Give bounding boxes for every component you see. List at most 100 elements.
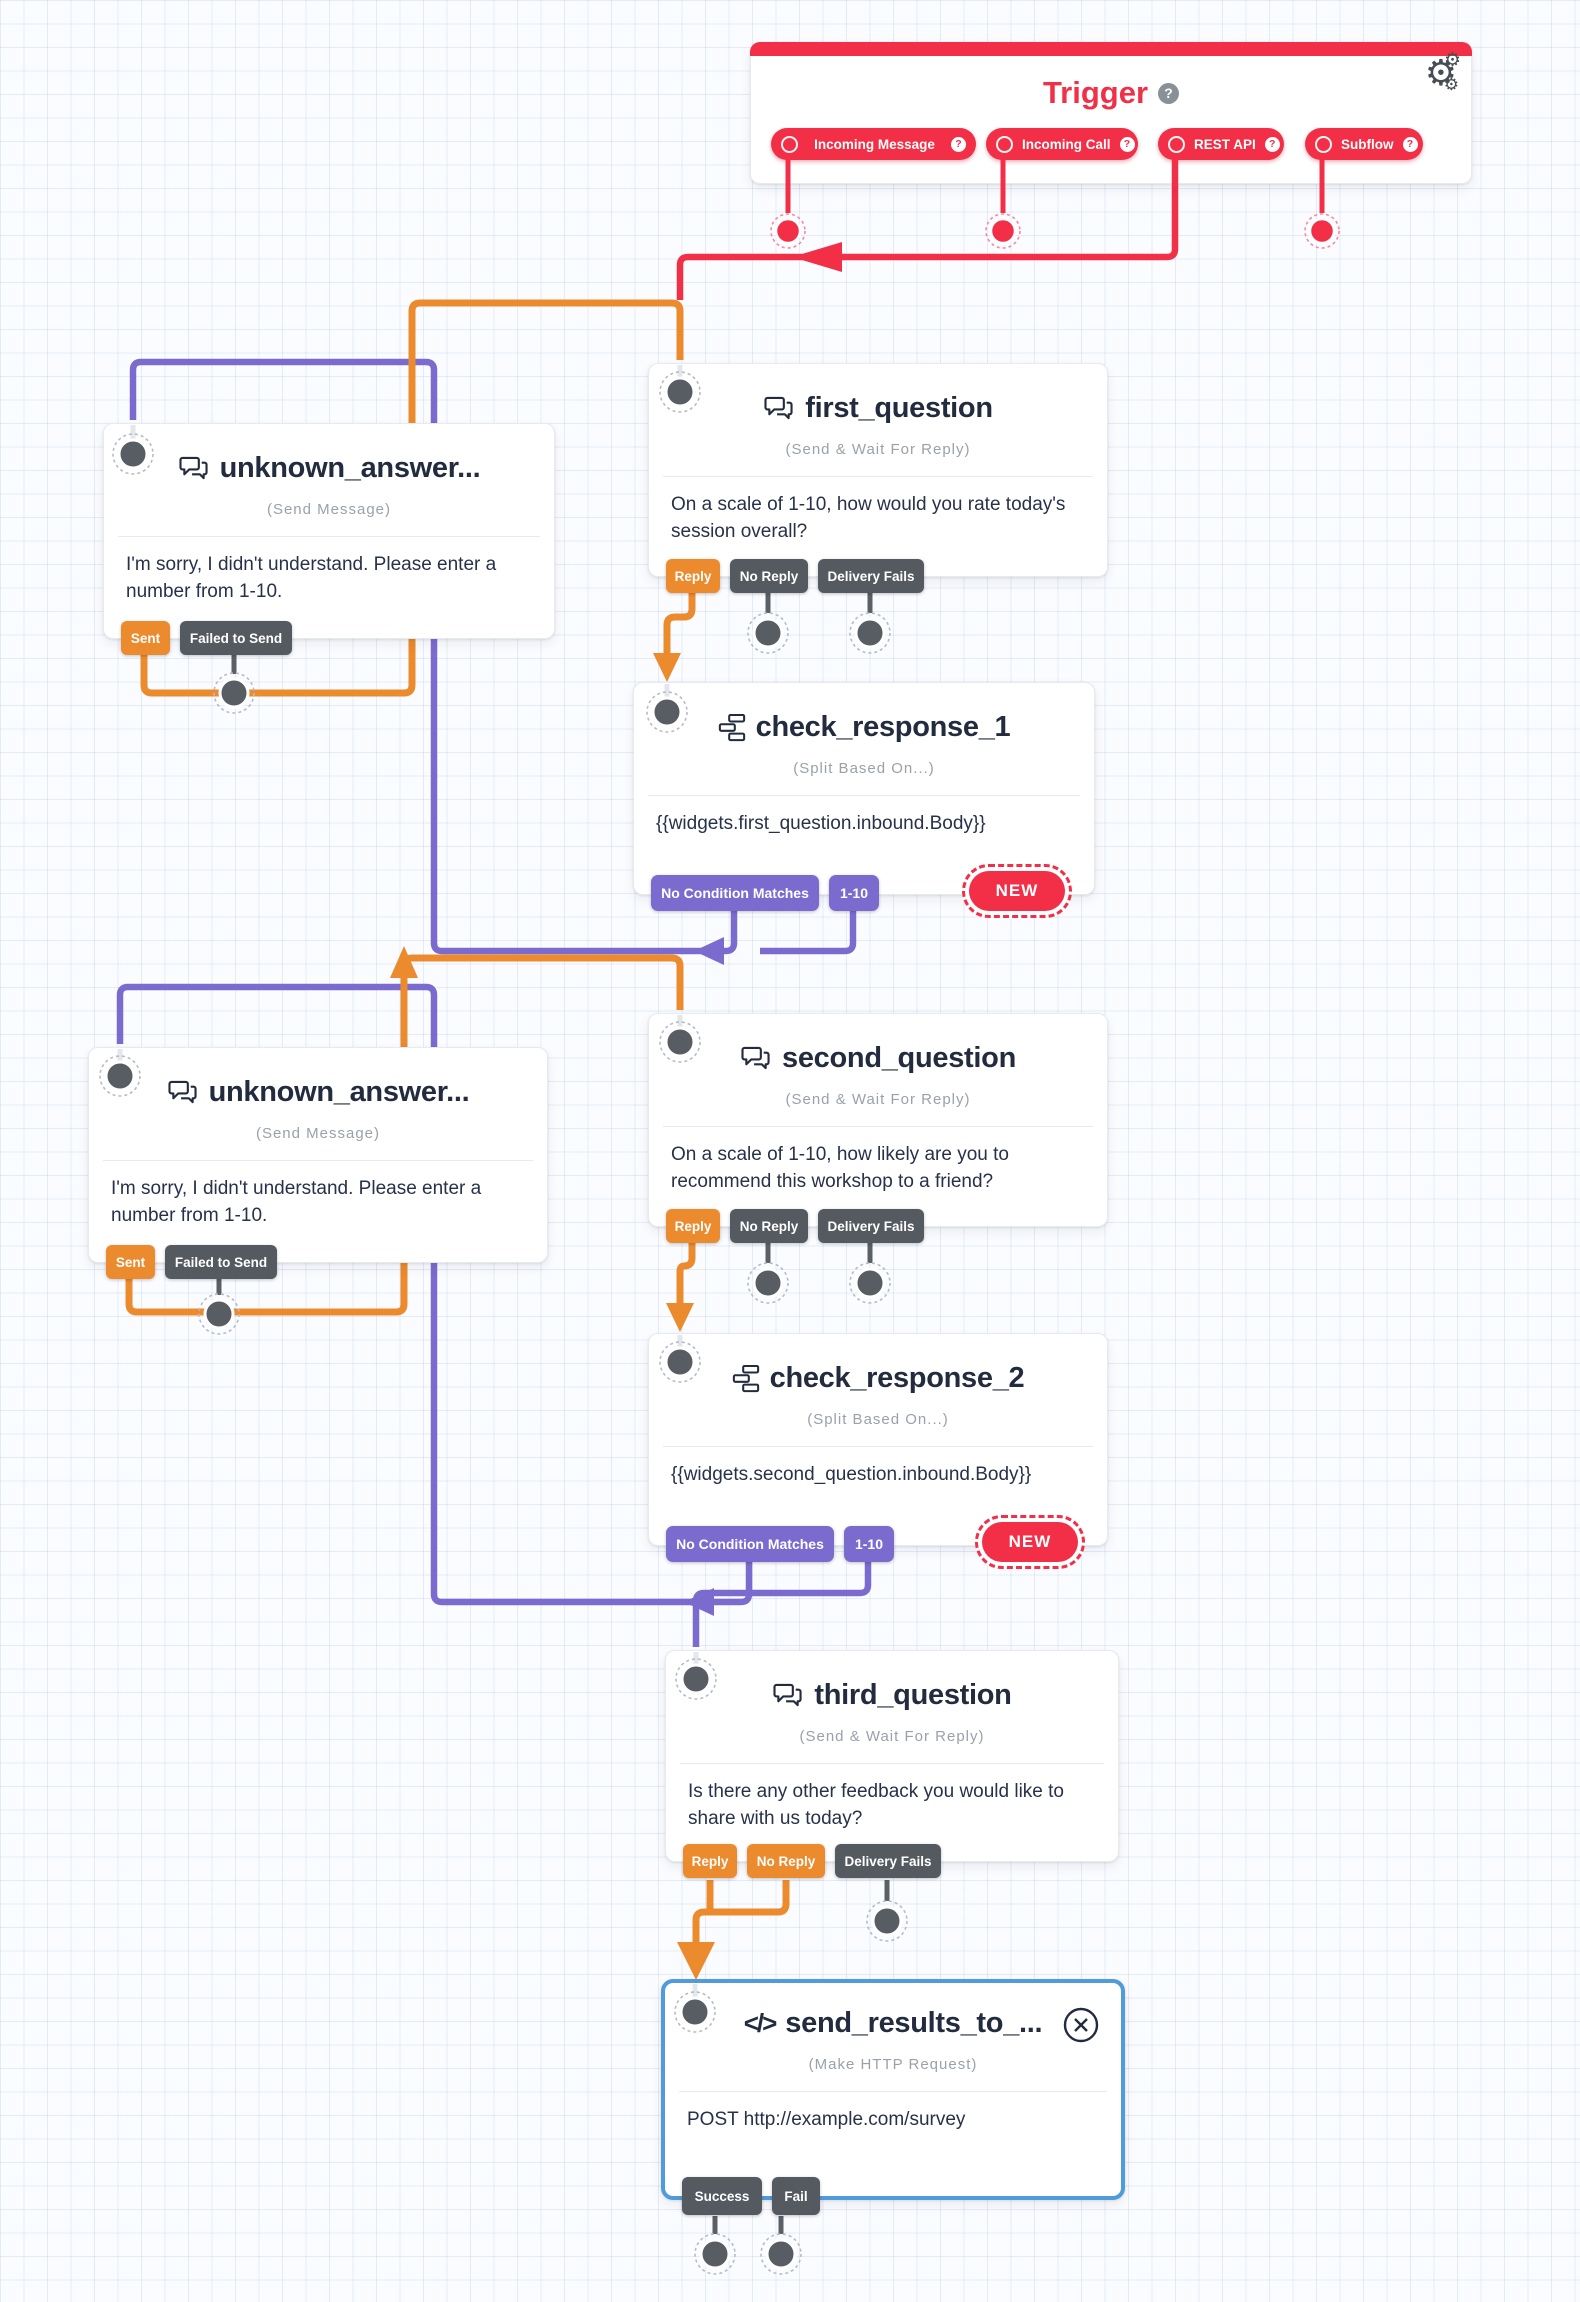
widget-type: (Send Message): [255, 1125, 381, 1142]
widget-type: (Send & Wait For Reply): [799, 1728, 985, 1745]
help-icon[interactable]: ?: [1158, 82, 1180, 104]
transition-no-condition-matches[interactable]: No Condition Matches: [666, 1526, 834, 1562]
transition-reply[interactable]: Reply: [666, 559, 720, 593]
help-badge-icon[interactable]: ?: [951, 136, 966, 152]
connector-third-noreply-to-send: [692, 1880, 790, 1944]
transition-no-reply[interactable]: No Reply: [730, 1209, 808, 1243]
output-dot-delivery-fails-2: [849, 1262, 891, 1304]
widget-title: send_results_to_...: [785, 2007, 1043, 2039]
widget-body: Is there any other feedback you would li…: [688, 1781, 1065, 1829]
transition-failed-to-send[interactable]: Failed to Send: [180, 621, 292, 655]
widget-third-question[interactable]: third_question (Send & Wait For Reply) I…: [665, 1650, 1119, 1878]
transition-delivery-fails[interactable]: Delivery Fails: [818, 559, 924, 593]
output-dot-no-reply-2: [747, 1262, 789, 1304]
transition-reply[interactable]: Reply: [666, 1209, 720, 1243]
transition-1-10[interactable]: 1-10: [844, 1526, 894, 1562]
transition-success[interactable]: Success: [682, 2177, 762, 2215]
widget-check-response-1[interactable]: check_response_1 (Split Based On...) {{w…: [633, 682, 1095, 918]
widget-first-question[interactable]: first_question (Send & Wait For Reply) O…: [648, 363, 1108, 593]
widget-title: check_response_2: [769, 1362, 1025, 1394]
arrow-down-orange-send: [677, 1942, 715, 1980]
divider: [663, 1446, 1093, 1447]
connector-check2-to-third-question: [692, 1559, 872, 1647]
widget-title: unknown_answer...: [208, 1076, 470, 1108]
help-badge-icon[interactable]: ?: [1264, 136, 1280, 152]
output-dot-delivery-fails-1: [849, 612, 891, 654]
radio-circle-icon: [781, 135, 798, 153]
output-dot-failed-to-send-2: [198, 1293, 240, 1335]
output-dot-subflow: [1304, 213, 1340, 249]
help-badge-icon[interactable]: ?: [1402, 136, 1418, 152]
divider: [679, 2091, 1107, 2092]
transition-sent[interactable]: Sent: [106, 1245, 155, 1279]
transition-delivery-fails[interactable]: Delivery Fails: [835, 1844, 941, 1878]
output-dot-incoming-call: [985, 213, 1021, 249]
widget-unknown-answer-1[interactable]: unknown_answer... (Send Message) I'm sor…: [103, 423, 555, 655]
widget-check-response-2[interactable]: check_response_2 (Split Based On...) {{w…: [648, 1333, 1108, 1569]
widget-type: (Split Based On...): [807, 1411, 949, 1428]
widget-body: I'm sorry, I didn't understand. Please e…: [126, 554, 497, 602]
transition-fail[interactable]: Fail: [772, 2177, 820, 2215]
widget-title: first_question: [805, 392, 993, 424]
widget-body: On a scale of 1-10, how likely are you t…: [671, 1144, 1009, 1192]
radio-circle-icon: [1315, 135, 1332, 153]
trigger-pill-rest-api[interactable]: REST API ?: [1158, 128, 1284, 160]
connector-check1-110-stub: [760, 908, 857, 955]
new-condition-button[interactable]: NEW: [962, 864, 1072, 918]
transition-failed-to-send[interactable]: Failed to Send: [165, 1245, 277, 1279]
connector-first-reply-to-check1: [663, 590, 696, 656]
trigger-widget[interactable]: Trigger ? ⚙ ⚙ ⚙ Incoming Message ? Incom…: [750, 42, 1472, 184]
trigger-accent-bar: [750, 42, 1472, 56]
widget-title: check_response_1: [755, 711, 1011, 743]
trigger-title: Trigger: [1042, 75, 1149, 110]
radio-circle-icon: [1168, 135, 1185, 153]
connector-trigger-to-first-question: [676, 186, 1179, 300]
widget-title: unknown_answer...: [219, 452, 481, 484]
transition-delivery-fails[interactable]: Delivery Fails: [818, 1209, 924, 1243]
radio-circle-icon: [996, 135, 1013, 153]
divider: [663, 476, 1093, 477]
transition-no-reply[interactable]: No Reply: [747, 1844, 825, 1878]
trigger-output-dots[interactable]: [770, 213, 1340, 249]
widget-second-question[interactable]: second_question (Send & Wait For Reply) …: [648, 1013, 1108, 1243]
transition-no-condition-matches[interactable]: No Condition Matches: [651, 875, 819, 911]
arrow-left-purple-2: [684, 1588, 714, 1616]
widget-type: (Send & Wait For Reply): [785, 441, 971, 458]
split-icon: [732, 1364, 759, 1392]
arrow-up-orange: [390, 946, 418, 978]
output-dot-delivery-fails-3: [866, 1900, 908, 1942]
divider: [663, 1126, 1093, 1127]
message-icon: [773, 1683, 803, 1707]
widget-body: {{widgets.second_question.inbound.Body}}: [671, 1464, 1032, 1485]
help-badge-icon[interactable]: ?: [1119, 136, 1135, 152]
widget-type: (Split Based On...): [793, 760, 935, 777]
widget-unknown-answer-2[interactable]: unknown_answer... (Send Message) I'm sor…: [88, 1047, 548, 1279]
code-icon: </>: [743, 2008, 778, 2038]
trigger-pill-incoming-message[interactable]: Incoming Message ?: [771, 128, 976, 160]
transition-sent[interactable]: Sent: [121, 621, 170, 655]
widget-title: second_question: [782, 1042, 1016, 1074]
new-condition-button[interactable]: NEW: [975, 1515, 1085, 1569]
output-dot-no-reply-1: [747, 612, 789, 654]
widget-title: third_question: [814, 1679, 1012, 1711]
widget-body: I'm sorry, I didn't understand. Please e…: [111, 1178, 482, 1226]
split-icon: [718, 713, 745, 741]
divider: [648, 795, 1080, 796]
trigger-pill-subflow[interactable]: Subflow ?: [1305, 128, 1423, 160]
output-dot-failed-to-send-1: [213, 672, 255, 714]
transition-reply[interactable]: Reply: [683, 1844, 737, 1878]
transition-1-10[interactable]: 1-10: [829, 875, 879, 911]
divider: [680, 1763, 1104, 1764]
message-icon: [179, 456, 208, 480]
widget-send-results[interactable]: </> send_results_to_... (Make HTTP Reque…: [661, 1979, 1125, 2215]
trigger-pill-incoming-call[interactable]: Incoming Call ?: [986, 128, 1138, 160]
arrow-left-purple-1: [694, 937, 724, 965]
transition-no-reply[interactable]: No Reply: [730, 559, 808, 593]
output-dot-incoming-message: [770, 213, 806, 249]
output-dot-success: [694, 2233, 736, 2275]
close-icon[interactable]: [1061, 2005, 1101, 2045]
widget-body: On a scale of 1-10, how would you rate t…: [671, 494, 1066, 542]
message-icon: [741, 1046, 770, 1070]
output-dot-fail: [760, 2233, 802, 2275]
gear-icon[interactable]: ⚙ ⚙ ⚙: [1424, 50, 1461, 94]
